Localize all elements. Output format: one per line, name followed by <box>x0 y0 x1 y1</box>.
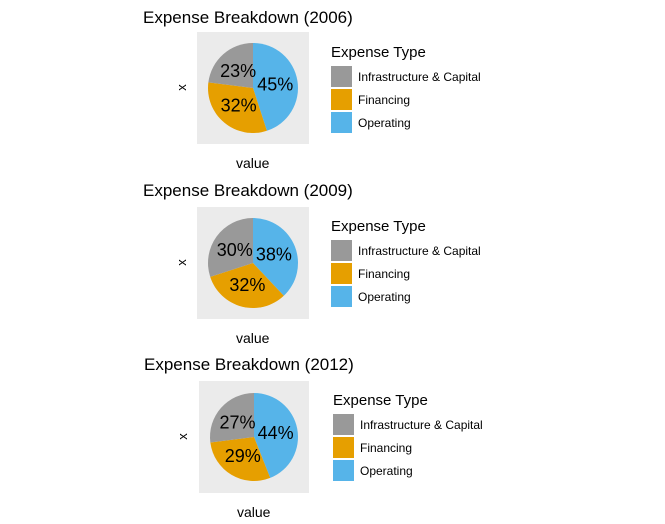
legend-label: Operating <box>358 115 411 130</box>
slice-label: 29% <box>225 446 261 466</box>
legend-label: Financing <box>360 440 413 455</box>
legend-key <box>331 89 352 110</box>
pie-chart: 38% 32% 30% <box>208 218 298 308</box>
x-axis-label: value <box>236 330 270 346</box>
legend-key <box>333 414 354 435</box>
slice-label: 38% <box>256 245 292 265</box>
legend-item-infrastructure: Infrastructure & Capital <box>331 239 481 262</box>
legend-label: Financing <box>358 266 411 281</box>
legend-key <box>331 112 352 133</box>
slice-label: 32% <box>221 95 257 115</box>
chart-title: Expense Breakdown (2012) <box>144 355 354 374</box>
legend-key <box>331 240 352 261</box>
y-axis-label: x <box>173 84 189 91</box>
legend-title: Expense Type <box>331 44 426 61</box>
legend-item-operating: Operating <box>331 111 481 134</box>
legend-item-financing: Financing <box>331 262 481 285</box>
pie-chart: 44% 29% 27% <box>210 393 298 481</box>
pie-slice-financing <box>208 82 267 133</box>
y-axis-label: x <box>173 259 189 266</box>
slice-label: 45% <box>257 74 293 94</box>
chart-panel-2006: Expense Breakdown (2006) 45% 32% 23% x val… <box>0 0 665 175</box>
chart-title: Expense Breakdown (2009) <box>143 181 353 200</box>
legend-title: Expense Type <box>331 218 426 235</box>
slice-label: 32% <box>229 275 265 295</box>
legend: Expense Type Infrastructure & Capital Fi… <box>331 218 481 308</box>
pie-slice-financing <box>210 437 271 481</box>
legend-label: Infrastructure & Capital <box>360 417 483 432</box>
legend-item-infrastructure: Infrastructure & Capital <box>331 65 481 88</box>
pie-slice-operating <box>254 393 298 478</box>
legend-key <box>333 437 354 458</box>
legend-item-financing: Financing <box>333 436 483 459</box>
y-axis-label: x <box>174 433 190 440</box>
legend-label: Infrastructure & Capital <box>358 69 481 84</box>
legend: Expense Type Infrastructure & Capital Fi… <box>333 392 483 482</box>
legend-item-infrastructure: Infrastructure & Capital <box>333 413 483 436</box>
legend-label: Financing <box>358 92 411 107</box>
slice-label: 30% <box>217 240 253 260</box>
legend-key <box>331 286 352 307</box>
pie-slice-operating <box>253 43 298 131</box>
legend-item-financing: Financing <box>331 88 481 111</box>
pie-slice-infrastructure-capital <box>208 218 253 277</box>
legend: Expense Type Infrastructure & Capital Fi… <box>331 44 481 134</box>
chart-panel-2012: Expense Breakdown (2012) 44% 29% 27% x val… <box>0 349 665 524</box>
legend-label: Infrastructure & Capital <box>358 243 481 258</box>
legend-key <box>333 460 354 481</box>
pie-slice-operating <box>253 218 298 296</box>
legend-label: Operating <box>360 463 413 478</box>
legend-key <box>331 263 352 284</box>
pie-slice-financing <box>210 263 284 308</box>
legend-item-operating: Operating <box>331 285 481 308</box>
slice-label: 27% <box>219 412 255 432</box>
x-axis-label: value <box>237 504 271 520</box>
slice-label: 44% <box>258 423 294 443</box>
legend-title: Expense Type <box>333 392 428 409</box>
legend-label: Operating <box>358 289 411 304</box>
x-axis-label: value <box>236 155 270 171</box>
slice-label: 23% <box>220 61 256 81</box>
legend-item-operating: Operating <box>333 459 483 482</box>
pie-slice-infrastructure-capital <box>210 393 254 443</box>
pie-chart: 45%32% 23% <box>208 43 298 133</box>
chart-panel-2009: Expense Breakdown (2009) 38% 32% 30% x val… <box>0 175 665 350</box>
pie-slice-infrastructure-capital <box>208 43 253 88</box>
legend-key <box>331 66 352 87</box>
chart-title: Expense Breakdown (2006) <box>143 8 353 27</box>
